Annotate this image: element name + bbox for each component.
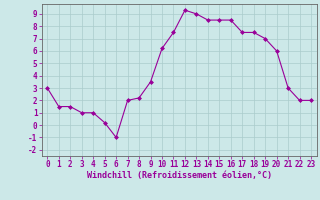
X-axis label: Windchill (Refroidissement éolien,°C): Windchill (Refroidissement éolien,°C) bbox=[87, 171, 272, 180]
